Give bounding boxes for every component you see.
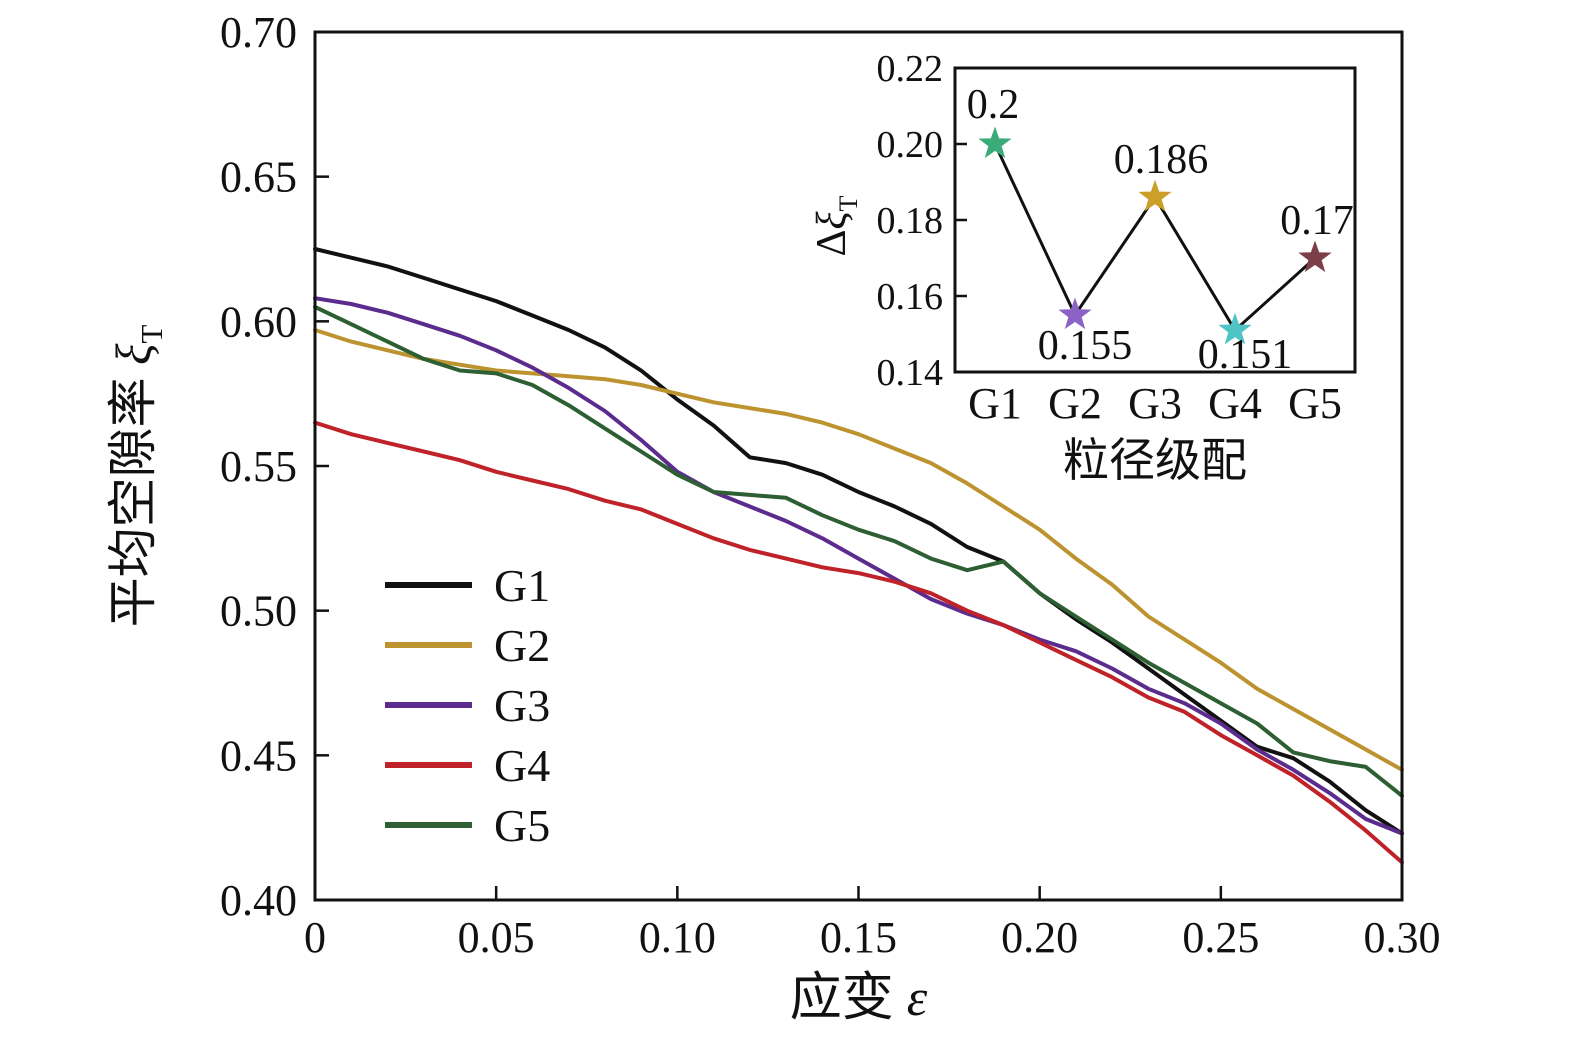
series-G5-line [313,304,1404,798]
x-tick-label: 0.10 [639,913,716,962]
y-tick-label: 0.45 [220,731,297,780]
inset-x-axis-title: 粒径级配 [1063,435,1247,486]
inset-panel [955,68,1355,372]
series-G1-line [313,247,1404,836]
inset-point-label-G4: 0.151 [1198,332,1293,378]
inset-x-tick-label-G5: G5 [1288,379,1342,428]
series-G4-line [313,420,1404,865]
x-tick-label: 0.25 [1182,913,1259,962]
x-tick-label: 0.20 [1001,913,1078,962]
inset-point-label-G1: 0.2 [967,82,1020,128]
inset-plot: 0.140.160.180.200.220.20.1550.1860.1510.… [809,48,1357,486]
inset-y-tick-label: 0.18 [877,200,944,242]
inset-x-tick-label-G4: G4 [1208,379,1262,428]
legend-label-G2: G2 [494,620,550,671]
legend: G1 G2 G3 G4 G5 [385,560,550,851]
y-tick-label: 0.60 [220,297,297,346]
inset-x-tick-label-G3: G3 [1128,379,1182,428]
inset-y-axis: 0.14 0.16 0.18 0.20 0.22 [877,48,967,394]
y-tick-label: 0.50 [220,587,297,636]
inset-y-tick-label: 0.20 [877,124,944,166]
inset-y-tick-label: 0.22 [877,48,944,90]
x-tick-label: 0.15 [820,913,897,962]
inset-x-axis: G1 G2 G3 G4 G5 [968,379,1342,428]
inset-star-marker-G2 [1058,297,1092,330]
main-x-axis: 0 0.05 0.10 0.15 0.20 0.25 0.30 [304,886,1441,962]
inset-point-label-G2: 0.155 [1038,323,1133,369]
inset-y-axis-title: ΔξT [809,195,863,256]
inset-y-tick-label: 0.16 [877,276,944,318]
main-series-group [313,247,1404,865]
inset-x-tick-label-G2: G2 [1048,379,1102,428]
x-tick-label: 0.30 [1364,913,1441,962]
legend-label-G5: G5 [494,800,550,851]
legend-label-G3: G3 [494,680,550,731]
inset-star-marker-G3 [1138,179,1172,212]
main-plot: 0 0.05 0.10 0.15 0.20 0.25 0.30 0.40 0.45 0.50 0.5… [105,8,1441,1027]
inset-point-label-G3: 0.186 [1114,137,1209,183]
inset-star-marker-G5 [1298,240,1332,273]
inset-point-label-G5: 0.17 [1280,198,1354,244]
series-G2-line [313,328,1404,772]
main-x-axis-title: 应变 ε [790,970,928,1027]
legend-label-G4: G4 [494,740,550,791]
inset-star-marker-G1 [978,126,1012,159]
x-tick-label: 0 [304,913,326,962]
y-tick-label: 0.70 [220,8,297,57]
x-tick-label: 0.05 [458,913,535,962]
main-y-axis: 0.40 0.45 0.50 0.55 0.60 0.65 0.70 [220,8,329,925]
main-y-axis-title: 平均空隙率 ξT [105,325,169,628]
inset-x-tick-label-G1: G1 [968,379,1022,428]
y-tick-label: 0.40 [220,876,297,925]
inset-y-tick-label: 0.14 [877,352,944,394]
series-G3-line [313,296,1404,836]
y-tick-label: 0.65 [220,153,297,202]
y-tick-label: 0.55 [220,442,297,491]
legend-label-G1: G1 [494,560,550,611]
inset-star-marker-G4 [1218,312,1252,345]
inset-points: 0.2 0.155 0.186 0.151 0.17 [967,82,1354,378]
